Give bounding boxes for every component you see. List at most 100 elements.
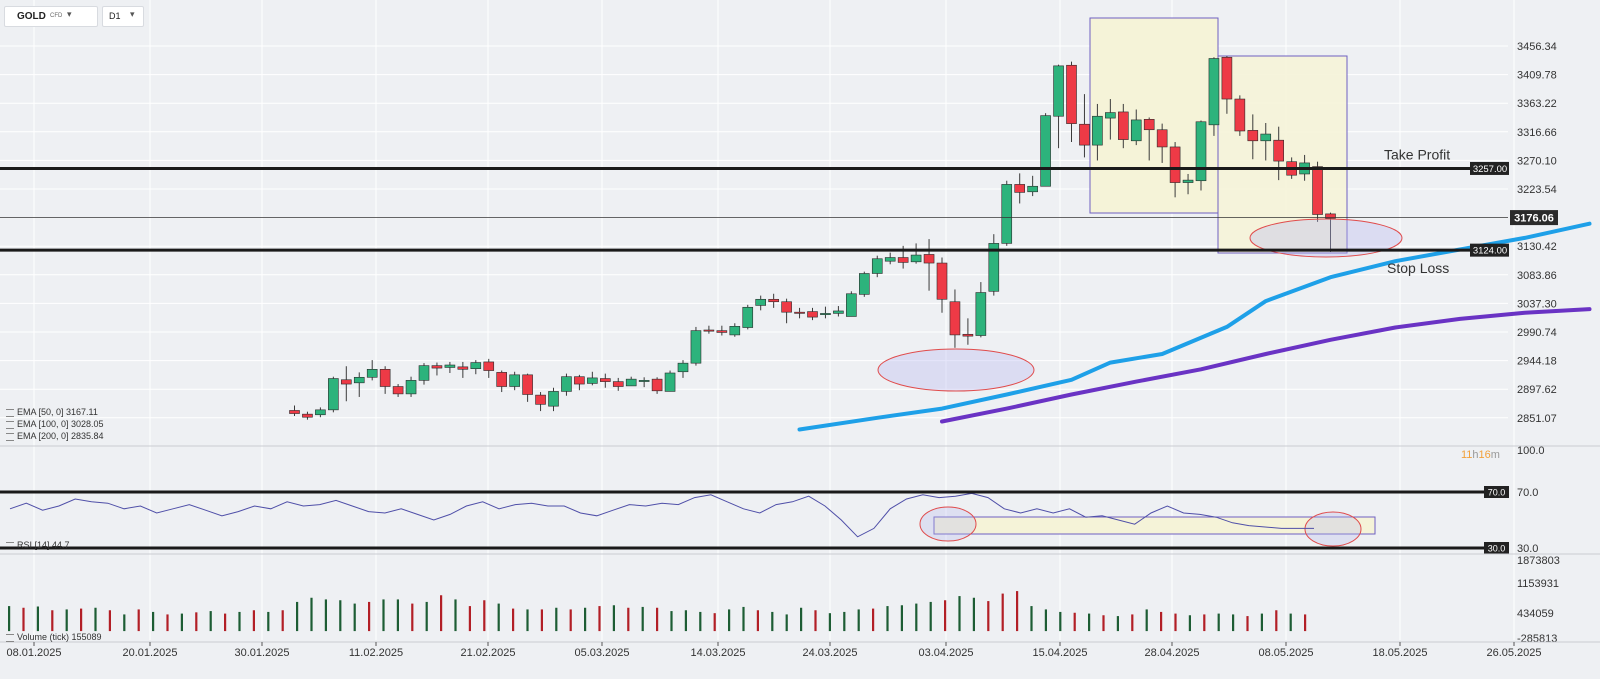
symbol-selector[interactable]: GOLD CFD ▾ [4,6,98,27]
volume-bar [915,603,918,632]
price-tick-label: 3130.42 [1517,241,1557,253]
candle [1079,94,1090,158]
candle-body [949,301,961,336]
candle [910,243,922,264]
candle-body [444,364,456,368]
candle-body [820,313,831,315]
candle [858,271,870,297]
candle [535,392,546,412]
candle [392,384,404,397]
volume-tick-label: 1153931 [1517,578,1559,590]
indicator-settings-icon[interactable] [6,541,14,550]
indicator-settings-icon[interactable] [6,420,14,429]
candle-body [975,292,987,336]
volume-bar [728,609,731,632]
level-price-tag [1470,161,1509,175]
candle-body [392,386,404,395]
volume-bar [987,601,990,632]
legend-ema50[interactable]: EMA [50, 0] 3167.11 [6,407,98,417]
legend-ema50-text: EMA [50, 0] 3167.11 [17,407,98,417]
candle [1156,123,1168,163]
volume-bar [656,607,659,632]
candle [302,411,313,420]
candle-body [1273,139,1284,162]
candle-body [677,362,689,373]
volume-bar [123,614,126,632]
candle-body [1221,56,1233,100]
indicator-settings-icon[interactable] [6,432,14,441]
time-tick-label: 30.01.2025 [234,647,289,659]
candle [755,295,767,311]
timer-m: m [1490,449,1500,461]
candle [470,360,482,375]
candle-body [884,257,896,262]
level-price-label: 3124.00 [1473,246,1507,257]
candle [612,377,624,391]
candle-body [340,379,352,385]
volume-bar [598,606,601,632]
timeframe-selector[interactable]: D1 ▾ [102,6,144,27]
timer-h: h [1472,449,1479,461]
candle [690,326,702,366]
volume-bar [670,611,673,632]
time-tick-label: 26.05.2025 [1486,647,1541,659]
volume-bar [94,607,97,632]
legend-ema100[interactable]: EMA [100, 0] 3028.05 [6,419,104,429]
candle [1130,109,1142,146]
candle [1312,161,1323,222]
volume-bar [411,603,414,632]
candle-body [1027,185,1038,193]
volume-bar [1116,616,1119,632]
candle-body [1118,111,1129,140]
candle-body [328,378,339,411]
candle [1053,64,1064,149]
candle [1182,173,1194,195]
legend-ema200[interactable]: EMA [200, 0] 2835.84 [6,431,104,441]
legend-rsi[interactable]: RSI [14] 44.7 [6,540,70,550]
volume-bar [1232,614,1235,632]
price-tick-label: 3456.34 [1517,41,1557,53]
chevron-down-icon[interactable]: ▾ [130,9,135,19]
candle-body [781,301,792,313]
candle-body [1130,119,1142,142]
annotation-ellipses [877,218,1403,547]
candle-body [418,365,430,381]
candle [988,234,1000,296]
volume-bar [51,610,54,632]
candle [1195,120,1207,191]
volume-bar [814,610,817,632]
candle [1066,61,1077,143]
indicator-settings-icon[interactable] [6,408,14,417]
ema100-line [940,307,1592,424]
candle [315,407,326,418]
candle [496,370,508,393]
candle [1118,103,1129,149]
volume-bar [440,595,443,632]
candle-body [923,254,935,264]
candle-body [910,254,922,263]
candle-body [625,378,637,387]
volume-bar [555,607,558,632]
candle-body [1066,64,1077,124]
level-price-label: 3257.00 [1473,164,1507,175]
candle-body [794,311,805,314]
volume-bar [8,606,11,632]
volume-bar [252,610,255,632]
candle-body [1195,121,1207,182]
candle [431,362,443,376]
rsi-pane: 70.0 30.0 100.0 70.0 30.0 [0,445,1600,555]
chevron-down-icon[interactable]: ▾ [67,9,72,19]
rsi-line [9,492,1314,538]
candle-body [1014,184,1026,193]
candle [651,377,663,394]
candle-body [962,333,974,337]
candle-body [897,257,909,263]
volume-bar [1131,614,1134,632]
volume-bar [1275,610,1278,632]
volume-bar [627,607,630,632]
volume-bar [1289,613,1292,632]
legend-volume[interactable]: Volume (tick) 155089 [6,632,102,642]
indicator-settings-icon[interactable] [6,633,14,642]
volume-bar [296,601,299,632]
